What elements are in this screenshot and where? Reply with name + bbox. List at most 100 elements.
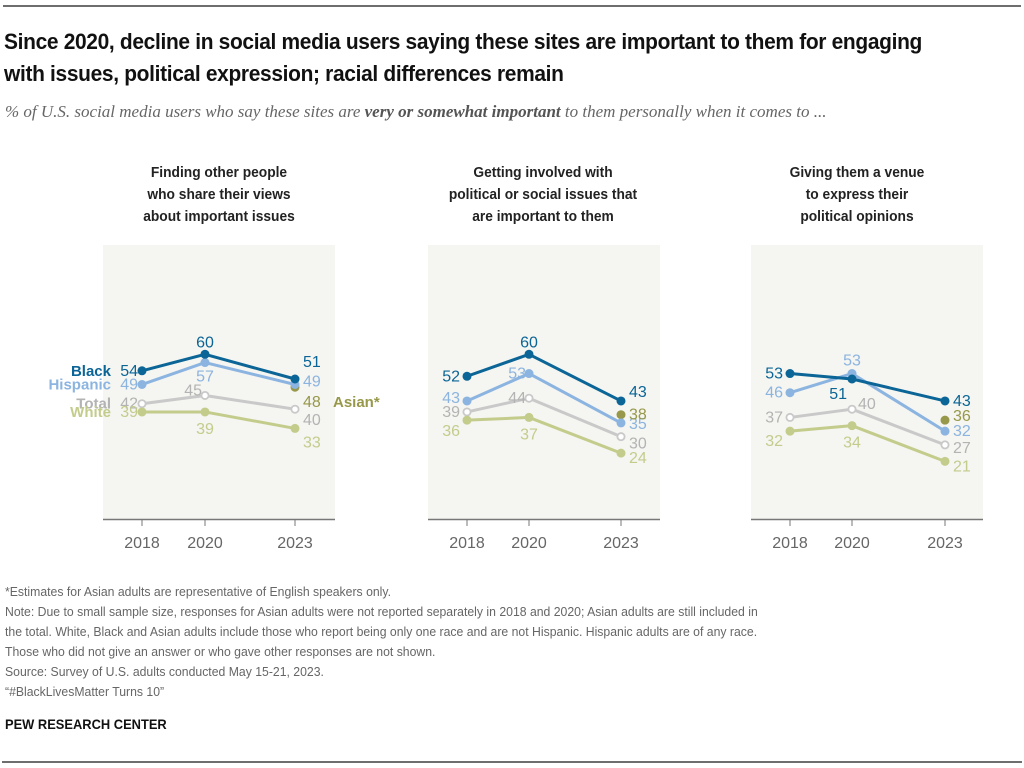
data-label-total: 39 <box>442 404 460 421</box>
note-line: Those who did not give an answer or who … <box>5 644 436 659</box>
data-label-total: 27 <box>953 440 971 457</box>
data-label-total: 30 <box>629 436 647 453</box>
series-name-label-white: White <box>70 404 111 421</box>
data-label-white: 39 <box>196 421 214 438</box>
data-point-black <box>785 369 795 379</box>
data-label-black: 60 <box>196 334 214 351</box>
note-line: Note: Due to small sample size, response… <box>5 604 758 619</box>
data-point-total <box>616 432 626 442</box>
data-point-white <box>137 407 147 417</box>
note-asian-estimates: *Estimates for Asian adults are represen… <box>5 584 391 599</box>
data-point-total <box>462 407 472 417</box>
x-tick-label: 2023 <box>927 535 963 552</box>
data-label-black: 51 <box>829 386 847 403</box>
data-label-asian: 36 <box>953 408 971 425</box>
line-charts: 2018 2020 2023 54 60 51 49 57 49 42 45 40 39 39 33 48 Bl… <box>48 245 983 552</box>
data-label-total: 44 <box>508 390 526 407</box>
series-name-label-total: Total <box>76 396 111 413</box>
panel-title-line: to express their <box>805 187 909 203</box>
x-tick-label: 2020 <box>834 535 870 552</box>
data-label-black: 43 <box>953 393 971 410</box>
data-label-black: 51 <box>303 354 321 371</box>
data-label-black: 43 <box>629 384 647 401</box>
data-point-black <box>940 396 950 406</box>
panel-title-finding-people: Finding other people who share their vie… <box>96 162 343 228</box>
panel-title-line: about important issues <box>143 209 295 225</box>
data-point-hispanic <box>462 396 472 406</box>
data-point-black <box>462 371 472 381</box>
data-label-white: 32 <box>765 433 783 450</box>
subtitle-text-after: to them personally when it comes to ... <box>560 102 827 121</box>
panel-title-line: Getting involved with <box>473 165 613 181</box>
subtitle-text-before: % of U.S. social media users who say the… <box>5 102 365 121</box>
data-point-hispanic <box>137 379 147 389</box>
data-point-white <box>290 423 300 433</box>
data-label-hispanic: 35 <box>629 416 647 433</box>
data-point-hispanic <box>785 388 795 398</box>
data-label-hispanic: 43 <box>442 390 460 407</box>
data-label-asian: 38 <box>629 407 647 424</box>
note-line: the total. White, Black and Asian adults… <box>5 624 758 639</box>
data-label-white: 21 <box>953 458 971 475</box>
data-point-total <box>137 399 147 409</box>
data-label-white: 33 <box>303 434 321 451</box>
bottom-rule <box>2 761 1022 763</box>
panel-title-line: political opinions <box>800 209 914 225</box>
data-point-black <box>524 349 534 359</box>
pew-research-center-logo: PEW RESEARCH CENTER <box>5 716 167 732</box>
data-point-white <box>940 456 950 466</box>
series-name-label-asian: Asian* <box>333 394 380 411</box>
panel-title-line: who share their views <box>147 187 291 203</box>
data-point-total <box>847 404 857 414</box>
data-point-black <box>847 374 857 384</box>
data-point-black <box>200 349 210 359</box>
data-label-white: 36 <box>442 423 460 440</box>
x-tick-label: 2018 <box>449 535 485 552</box>
x-tick-label: 2018 <box>124 535 160 552</box>
x-tick-label: 2020 <box>511 535 547 552</box>
data-point-asian <box>616 410 626 420</box>
data-label-white: 34 <box>843 435 861 452</box>
panel-title-line: Finding other people <box>150 165 288 181</box>
data-point-hispanic <box>200 358 210 368</box>
top-rule <box>3 5 1021 7</box>
data-point-white <box>462 415 472 425</box>
series-name-label-hispanic: Hispanic <box>48 376 111 393</box>
data-label-hispanic: 53 <box>508 366 526 383</box>
data-label-white: 39 <box>120 404 138 421</box>
data-label-black: 60 <box>520 334 538 351</box>
data-point-white <box>847 421 857 431</box>
panel-title-getting-involved: Getting involved with political or socia… <box>420 162 667 228</box>
chart-subtitle: % of U.S. social media users who say the… <box>5 98 1005 126</box>
data-label-hispanic: 53 <box>843 353 861 370</box>
chart-title: Since 2020, decline in social media user… <box>4 29 922 86</box>
data-label-total: 45 <box>184 382 202 399</box>
notes: *Estimates for Asian adults are represen… <box>5 582 1017 702</box>
x-tick-label: 2023 <box>603 535 639 552</box>
data-label-black: 54 <box>120 363 138 380</box>
data-point-total <box>200 390 210 400</box>
report-title: “#BlackLivesMatter Turns 10” <box>5 684 165 699</box>
data-point-white <box>616 448 626 458</box>
x-tick-label: 2023 <box>277 535 313 552</box>
panel-title-line: are important to them <box>472 209 614 225</box>
data-label-white: 37 <box>520 426 538 443</box>
data-label-white: 24 <box>629 450 647 467</box>
data-label-hispanic: 57 <box>196 369 214 386</box>
data-label-hispanic: 49 <box>120 376 138 393</box>
data-point-white <box>785 426 795 436</box>
data-point-total <box>290 404 300 414</box>
panel-title-line: Giving them a venue <box>789 165 925 181</box>
data-point-white <box>200 407 210 417</box>
data-label-hispanic: 46 <box>765 385 783 402</box>
panel-title-line: political or social issues that <box>448 187 638 203</box>
data-label-asian: 48 <box>303 394 321 411</box>
data-label-total: 40 <box>858 396 876 413</box>
data-point-black <box>290 374 300 384</box>
data-point-hispanic <box>940 426 950 436</box>
panel-title-venue: Giving them a venue to express their pol… <box>734 162 981 228</box>
data-point-hispanic <box>616 418 626 428</box>
data-point-total <box>940 440 950 450</box>
data-point-black <box>616 396 626 406</box>
data-label-total: 42 <box>120 396 138 413</box>
